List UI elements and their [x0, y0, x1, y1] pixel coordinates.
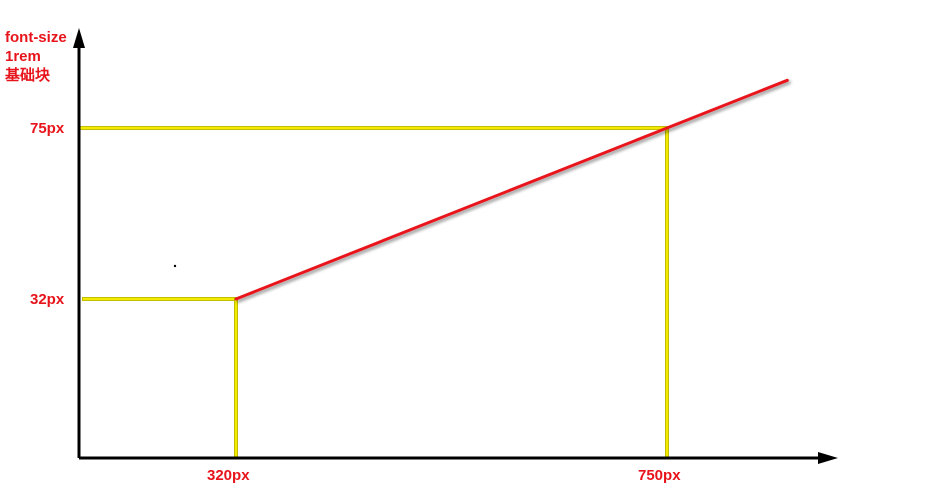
y-axis-label-line-1: 1rem: [5, 48, 41, 65]
y-tick-label-75px: 75px: [30, 120, 65, 137]
y-axis-label-line-0: font-size: [5, 29, 67, 46]
series-line-0: [234, 78, 789, 301]
y-tick-label-32px: 32px: [30, 291, 65, 308]
series-group: [234, 78, 789, 301]
guide-lines: [79, 126, 669, 458]
axes: [73, 28, 838, 464]
x-tick-label-320px: 320px: [207, 467, 250, 484]
stray-dot: [173, 264, 177, 268]
y-axis-arrow: [73, 28, 85, 48]
x-axis-arrow: [818, 452, 838, 464]
x-tick-label-750px: 750px: [638, 467, 681, 484]
y-axis-label-line-2: 基础块: [4, 66, 51, 84]
